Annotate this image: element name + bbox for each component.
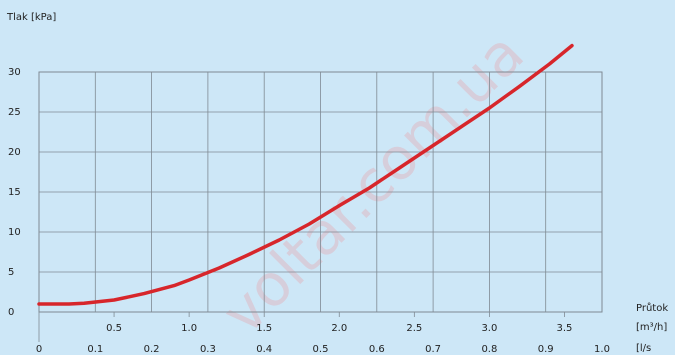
y-tick-label: 15 — [8, 187, 21, 198]
y-tick-label: 10 — [8, 227, 21, 238]
x-bottom-tick-label: 0.8 — [481, 344, 497, 355]
y-tick-label: 20 — [8, 147, 21, 158]
grid — [39, 72, 602, 312]
x-bottom-tick-label: 0.9 — [538, 344, 554, 355]
y-axis-title: Tlak [kPa] — [6, 12, 56, 23]
x-bottom-tick-label: 0 — [36, 344, 42, 355]
x-top-tick-label: 2.5 — [406, 323, 422, 334]
x-top-tick-label: 1.0 — [181, 323, 197, 334]
x-top-tick-label: 1.5 — [256, 323, 272, 334]
x-bottom-tick-label: 0.4 — [256, 344, 272, 355]
watermark: voltar.com.ua — [209, 19, 537, 347]
plot-border — [38, 71, 603, 313]
y-tick-label: 0 — [8, 307, 14, 318]
x-bottom-tick-label: 0.3 — [200, 344, 216, 355]
pressure-curve — [37, 43, 574, 306]
x-bottom-tick-label: 0.6 — [369, 344, 385, 355]
x-bottom-tick-label: 0.7 — [425, 344, 441, 355]
y-tick-label: 5 — [8, 267, 14, 278]
x-axis-bottom-unit: [l/s — [636, 343, 651, 354]
x-axis-top-unit: [m³/h] — [636, 322, 667, 333]
x-top-tick-label: 0.5 — [106, 323, 122, 334]
plot-frame — [38, 71, 603, 342]
x-bottom-tick-label: 0.2 — [144, 344, 160, 355]
x-top-tick-label: 2.0 — [331, 323, 347, 334]
y-tick-label: 30 — [8, 67, 21, 78]
x-top-tick-label: 3.5 — [557, 323, 573, 334]
labels-layer: 0 5 10 15 20 25 30 0 0.1 0.2 0.3 0.4 0.5 0.6 0.7 0.8 0.9… — [8, 67, 610, 355]
x-axis-title: Průtok — [636, 302, 668, 314]
x-bottom-tick-label: 0.1 — [87, 344, 103, 355]
x-top-tick-label: 3.0 — [481, 323, 497, 334]
x-bottom-tick-label: 1.0 — [594, 344, 610, 355]
x-bottom-tick-label: 0.5 — [313, 344, 329, 355]
y-tick-label: 25 — [8, 107, 21, 118]
series-layer — [37, 43, 574, 306]
